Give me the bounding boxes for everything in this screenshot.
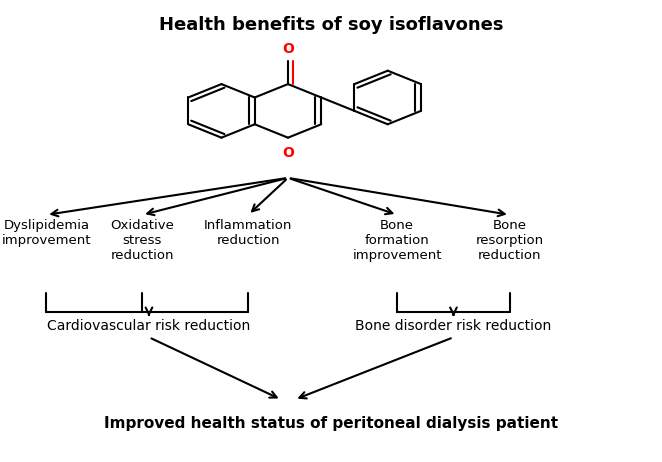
Text: O: O bbox=[282, 146, 294, 160]
Text: Oxidative
stress
reduction: Oxidative stress reduction bbox=[111, 219, 174, 262]
Text: Bone
resorption
reduction: Bone resorption reduction bbox=[476, 219, 544, 262]
Text: Bone disorder risk reduction: Bone disorder risk reduction bbox=[355, 319, 551, 333]
Text: O: O bbox=[282, 42, 294, 56]
Text: Bone
formation
improvement: Bone formation improvement bbox=[352, 219, 442, 262]
Text: Health benefits of soy isoflavones: Health benefits of soy isoflavones bbox=[159, 16, 503, 34]
Text: Inflammation
reduction: Inflammation reduction bbox=[204, 219, 293, 248]
Text: Improved health status of peritoneal dialysis patient: Improved health status of peritoneal dia… bbox=[104, 416, 558, 431]
Text: Dyslipidemia
improvement: Dyslipidemia improvement bbox=[1, 219, 91, 248]
Text: Cardiovascular risk reduction: Cardiovascular risk reduction bbox=[47, 319, 251, 333]
